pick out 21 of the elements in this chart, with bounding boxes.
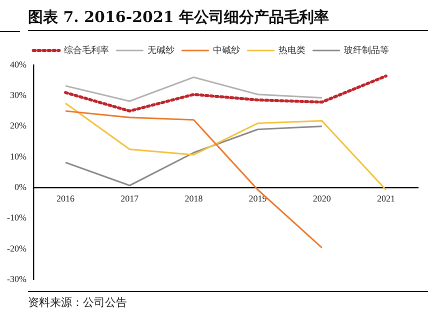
x-tick-label: 2021 <box>376 193 395 204</box>
text: 资料来源：公司公告 <box>28 291 428 310</box>
x-tick-label: 2017 <box>120 193 140 204</box>
legend-label: 综合毛利率 <box>64 44 109 56</box>
y-tick-label: 0% <box>14 182 27 192</box>
legend-label: 中碱纱 <box>212 44 240 56</box>
chart-title: 图表 7. 2016-2021 年公司细分产品毛利率 <box>28 8 428 31</box>
y-tick-label: -30% <box>6 274 27 284</box>
legend-label: 热电类 <box>278 44 306 56</box>
y-tick-label: -20% <box>6 243 27 254</box>
y-tick-label: 10% <box>10 151 27 162</box>
legend-label: 无碱纱 <box>147 44 174 56</box>
line-series <box>64 74 388 112</box>
legend-label: 玻纤制品等 <box>344 44 389 56</box>
y-tick-label: 40% <box>10 59 27 70</box>
x-tick-label: 2016 <box>56 193 76 204</box>
y-tick-label: 20% <box>10 120 27 131</box>
y-tick-label: -10% <box>6 212 27 223</box>
x-tick-label: 2020 <box>312 193 332 204</box>
y-tick-label: 30% <box>10 90 27 100</box>
x-tick-label: 2018 <box>184 193 204 204</box>
